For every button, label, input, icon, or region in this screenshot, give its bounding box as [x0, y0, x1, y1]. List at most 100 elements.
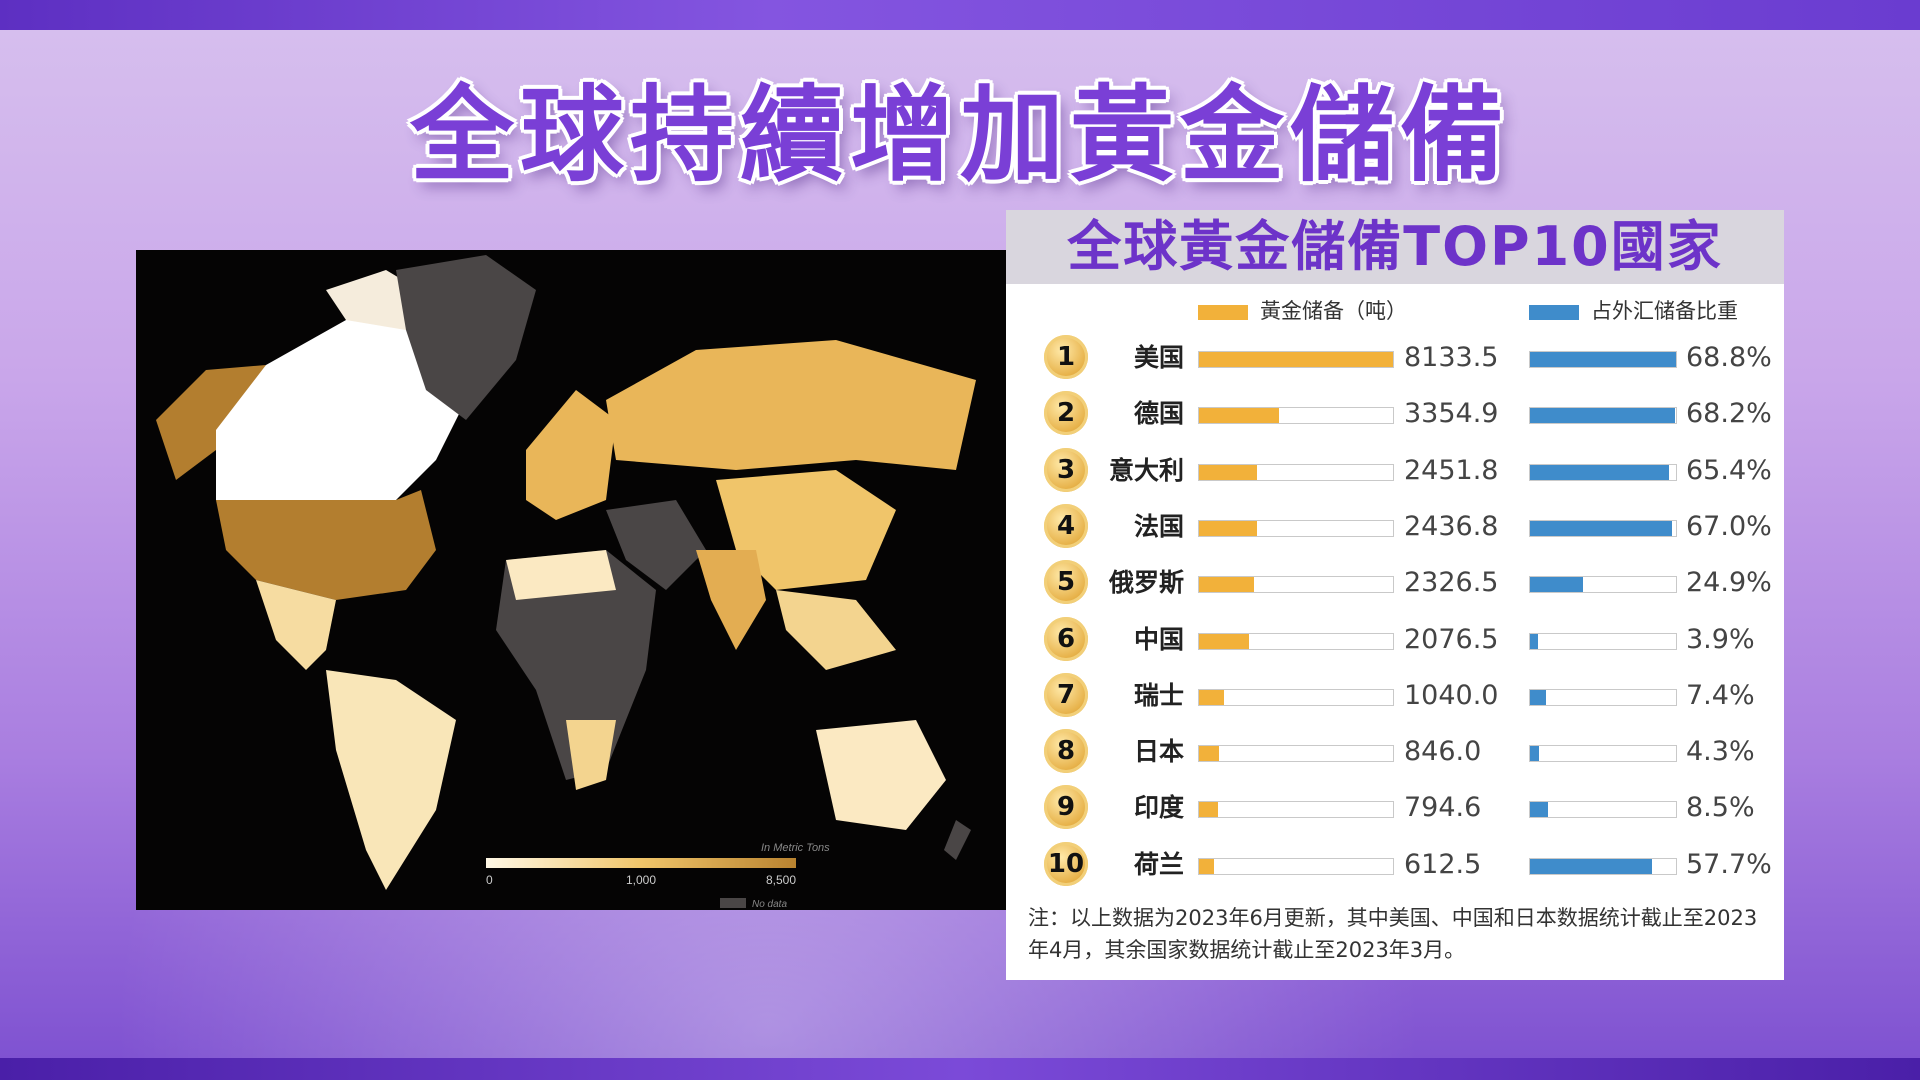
table-row: 9 印度 794.6 8.5%: [1006, 780, 1784, 836]
gold-bar-track: [1198, 801, 1394, 819]
legend-gold: 黃金储备（吨）: [1198, 296, 1407, 326]
ratio-value-label: 8.5%: [1686, 792, 1755, 824]
map-no-data-swatch: [720, 898, 746, 908]
gold-bar-track: [1198, 576, 1394, 594]
region-russia: [606, 340, 976, 470]
region-india: [696, 550, 766, 650]
country-label: 中国: [1133, 624, 1184, 654]
ratio-bar: [1530, 408, 1675, 424]
region-greenland: [396, 255, 536, 420]
ratio-bar-track: [1529, 801, 1677, 819]
ratio-bar-track: [1529, 519, 1677, 537]
ratio-value-label: 67.0%: [1686, 510, 1772, 542]
gold-value-label: 2076.5: [1404, 623, 1499, 655]
gold-value-label: 794.6: [1404, 792, 1482, 824]
rank-badge: 2: [1044, 391, 1088, 436]
region-new-zealand: [944, 820, 971, 860]
ratio-bar: [1530, 577, 1583, 593]
ratio-bar-track: [1529, 857, 1677, 875]
rank-badge: 1: [1044, 335, 1088, 379]
rank-badge: 3: [1044, 447, 1088, 492]
ratio-bar: [1530, 858, 1653, 874]
rank-badge: 8: [1044, 729, 1088, 774]
table-row: 5 俄罗斯 2326.5 24.9%: [1006, 555, 1784, 611]
gold-bar: [1199, 746, 1220, 762]
gold-bar: [1199, 408, 1280, 424]
ratio-value-label: 3.9%: [1686, 623, 1755, 655]
country-label: 荷兰: [1133, 849, 1184, 879]
gold-bar: [1199, 802, 1218, 818]
ratio-bar-track: [1529, 688, 1677, 706]
table-row: 2 德国 3354.9 68.2%: [1006, 386, 1784, 442]
ratio-bar-track: [1529, 407, 1677, 425]
region-africa: [496, 550, 656, 780]
rank-badge: 5: [1044, 560, 1088, 605]
map-scale-tick-1: 1,000: [626, 873, 656, 887]
map-no-data-label: No data: [752, 899, 787, 910]
gold-bar: [1199, 352, 1393, 367]
map-unit-label: In Metric Tons: [761, 842, 830, 854]
rank-badge: 6: [1044, 616, 1088, 661]
ratio-bar: [1530, 464, 1669, 480]
legend-ratio-label: 占外汇储备比重: [1591, 299, 1738, 323]
region-se-asia: [776, 590, 896, 670]
rank-badge: 7: [1044, 672, 1088, 717]
gold-value-label: 2451.8: [1404, 454, 1499, 486]
region-south-america: [326, 670, 456, 890]
world-gold-map: In Metric Tons 0 1,000 8,500 No data: [136, 250, 1006, 910]
gold-bar-track: [1198, 351, 1394, 368]
bottom-banner: [0, 1058, 1920, 1080]
gold-bar-track: [1198, 745, 1394, 763]
ratio-bar: [1530, 746, 1540, 762]
gold-bar: [1199, 520, 1258, 536]
table-row: 7 瑞士 1040.0 7.4%: [1006, 668, 1784, 724]
table-row: 4 法国 2436.8 67.0%: [1006, 499, 1784, 555]
ratio-value-label: 68.2%: [1686, 398, 1772, 430]
ratio-bar-track: [1529, 632, 1677, 650]
table-title: 全球黃金儲備TOP10國家: [1006, 210, 1784, 284]
region-middle-east: [606, 500, 706, 590]
ratio-bar: [1530, 689, 1546, 705]
region-north-africa: [506, 550, 616, 600]
ratio-bar: [1530, 520, 1673, 536]
ratio-value-label: 7.4%: [1686, 679, 1755, 711]
region-east-asia: [716, 470, 896, 590]
table-row: 6 中国 2076.5 3.9%: [1006, 612, 1784, 668]
country-label: 意大利: [1108, 455, 1184, 485]
country-label: 法国: [1133, 511, 1184, 541]
legend-gold-swatch: [1198, 304, 1248, 320]
ratio-value-label: 65.4%: [1686, 454, 1772, 486]
table-row: 3 意大利 2451.8 65.4%: [1006, 443, 1784, 499]
legend-ratio: 占外汇储备比重: [1529, 296, 1738, 326]
gold-bar: [1199, 633, 1249, 649]
ratio-bar: [1530, 802, 1549, 818]
map-svg: In Metric Tons 0 1,000 8,500 No data: [156, 255, 976, 910]
region-usa: [216, 490, 436, 600]
gold-reserve-table: 全球黃金儲備TOP10國家 黃金储备（吨） 占外汇储备比重 1 美国 8133.5 6…: [1006, 210, 1784, 980]
country-label: 瑞士: [1133, 680, 1184, 710]
gold-bar-track: [1198, 407, 1394, 425]
gold-bar-track: [1198, 857, 1394, 875]
ratio-bar-track: [1529, 745, 1677, 763]
gold-value-label: 8133.5: [1404, 342, 1499, 373]
ratio-bar-track: [1529, 463, 1677, 481]
country-label: 印度: [1133, 793, 1184, 823]
country-label: 美国: [1133, 343, 1184, 372]
map-scale-tick-0: 0: [486, 873, 493, 887]
top-banner: [0, 0, 1920, 30]
gold-value-label: 3354.9: [1404, 398, 1499, 430]
legend-ratio-swatch: [1529, 304, 1579, 320]
gold-value-label: 2436.8: [1404, 510, 1499, 542]
gold-bar-track: [1198, 688, 1394, 706]
ratio-bar: [1530, 352, 1676, 367]
map-scale-tick-2: 8,500: [766, 873, 796, 887]
rank-badge: 9: [1044, 785, 1088, 830]
rank-badge: 4: [1044, 503, 1088, 548]
ratio-bar-track: [1529, 576, 1677, 594]
ratio-value-label: 4.3%: [1686, 736, 1755, 768]
gold-value-label: 1040.0: [1404, 679, 1499, 711]
region-alaska: [156, 365, 266, 480]
ratio-bar-track: [1529, 351, 1677, 368]
table-row: 10 荷兰 612.5 57.7%: [1006, 837, 1784, 893]
gold-bar-track: [1198, 519, 1394, 537]
